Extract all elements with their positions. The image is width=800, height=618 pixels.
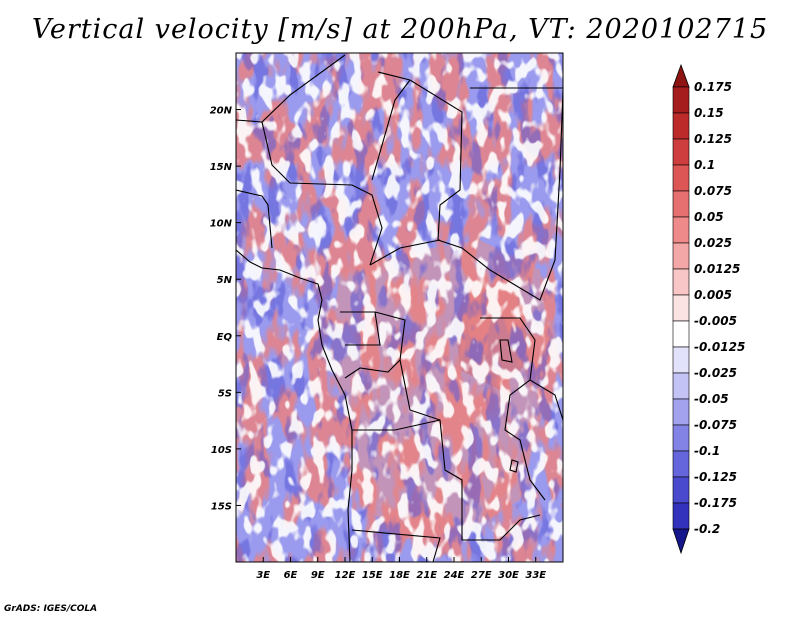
colorbar-segment: [672, 216, 690, 244]
colorbar-level-label: -0.1: [694, 444, 721, 458]
colorbar-segment: [672, 450, 690, 478]
colorbar-segment: [672, 86, 690, 114]
colorbar-segment: [672, 398, 690, 426]
colorbar-segment: [672, 320, 690, 348]
lon-tick-label: 24E: [444, 570, 465, 581]
grads-credit: GrADS: IGES/COLA: [4, 604, 98, 614]
coastlines-borders: [236, 54, 563, 562]
colorbar-segment: [672, 424, 690, 452]
colorbar-top-arrow: [672, 63, 690, 88]
colorbar-level-label: -0.025: [694, 366, 737, 380]
colorbar-segment: [672, 190, 690, 218]
lat-tick-label: EQ: [217, 332, 233, 343]
colorbar-level-label: -0.125: [694, 470, 737, 484]
colorbar-level-label: -0.075: [694, 418, 737, 432]
colorbar-segment: [672, 294, 690, 322]
lon-tick-label: 15E: [362, 570, 383, 581]
colorbar-level-label: -0.0125: [694, 340, 746, 354]
colorbar-segment: [672, 346, 690, 374]
lat-tick-label: 20N: [210, 106, 233, 117]
colorbar-segment: [672, 268, 690, 296]
colorbar-segment: [672, 164, 690, 192]
lon-tick-label: 3E: [256, 570, 270, 581]
colorbar-level-label: 0.075: [694, 184, 732, 198]
colorbar-level-label: -0.005: [694, 314, 737, 328]
colorbar-segment: [672, 138, 690, 166]
colorbar-segment: [672, 112, 690, 140]
colorbar-level-label: 0.025: [694, 236, 732, 250]
lon-tick-label: 18E: [389, 570, 410, 581]
lon-tick-label: 21E: [416, 570, 437, 581]
velocity-field: [236, 53, 563, 562]
colorbar-level-label: 0.05: [694, 210, 724, 224]
lon-tick-label: 9E: [311, 570, 325, 581]
colorbar-segment: [672, 372, 690, 400]
lat-tick-label: 5N: [217, 275, 233, 286]
lon-tick-label: 33E: [525, 570, 546, 581]
lat-tick-label: 15S: [211, 501, 232, 512]
colorbar-level-label: -0.2: [694, 522, 721, 536]
colorbar-level-label: 0.15: [694, 106, 724, 120]
map-title: Vertical velocity [m/s] at 200hPa, VT: 2…: [31, 14, 769, 45]
lon-tick-label: 6E: [284, 570, 298, 581]
colorbar-level-label: 0.1: [694, 158, 716, 172]
lat-tick-label: 15N: [210, 162, 233, 173]
lon-tick-label: 12E: [335, 570, 356, 581]
lon-tick-label: 30E: [498, 570, 519, 581]
colorbar-segment: [672, 242, 690, 270]
colorbar-level-label: 0.005: [694, 288, 732, 302]
colorbar-level-label: -0.175: [694, 496, 737, 510]
colorbar-segment: [672, 502, 690, 530]
colorbar-bottom-arrow: [672, 528, 690, 555]
colorbar-segment: [672, 476, 690, 504]
lat-tick-label: 5S: [218, 388, 232, 399]
colorbar-level-label: 0.0125: [694, 262, 741, 276]
lat-tick-label: 10S: [211, 445, 232, 456]
lat-tick-label: 10N: [210, 219, 233, 230]
lon-tick-label: 27E: [471, 570, 492, 581]
colorbar-level-label: 0.125: [694, 132, 732, 146]
colorbar-level-label: 0.175: [694, 80, 732, 94]
colorbar-level-label: -0.05: [694, 392, 729, 406]
